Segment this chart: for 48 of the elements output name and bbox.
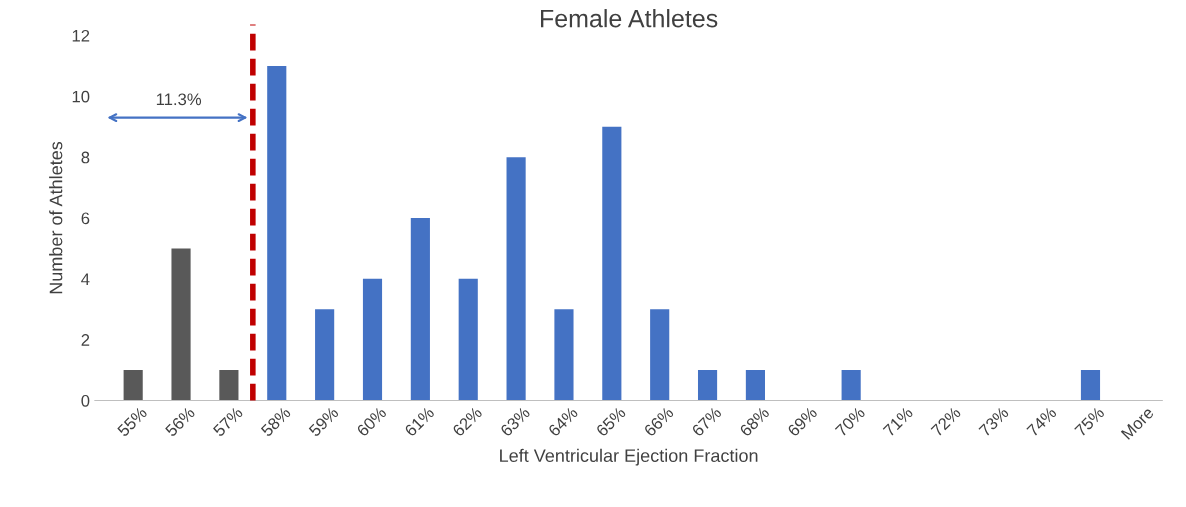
y-tick-label: 12 (72, 29, 90, 42)
chart-title: Female Athletes (541, 9, 718, 28)
x-tick-label: 59% (308, 406, 340, 438)
y-tick-label: 4 (81, 273, 90, 285)
x-tick-label: 57% (212, 406, 244, 438)
x-tick-label: 55% (116, 406, 148, 438)
x-tick-label: 60% (356, 406, 388, 438)
x-tick-label: 67% (691, 406, 723, 438)
bar (602, 126, 622, 401)
bar (123, 370, 143, 401)
bar (841, 370, 861, 401)
x-tick-label: 70% (834, 406, 866, 438)
x-tick-label: 58% (260, 406, 292, 438)
x-tick-label: 68% (739, 406, 770, 438)
bar (458, 278, 478, 401)
y-axis-title: Number of Athletes (49, 141, 63, 294)
x-tick-label: 71% (882, 406, 914, 437)
x-tick-label: 56% (164, 406, 196, 438)
x-tick-label: 63% (499, 406, 531, 438)
y-tick-label: 0 (81, 394, 90, 407)
x-tick-label: 75% (1074, 406, 1106, 438)
bar (506, 157, 526, 401)
x-tick-label: 72% (930, 406, 962, 437)
x-tick-label: 61% (403, 406, 435, 438)
bar (1080, 370, 1101, 401)
bar (219, 370, 239, 401)
y-tick-label: 6 (81, 212, 90, 225)
x-tick-label: 74% (1026, 406, 1058, 437)
bar (171, 248, 191, 401)
bar (650, 309, 670, 401)
annotation: 11.3% (156, 93, 202, 106)
bar (554, 309, 574, 401)
x-tick-label: 73% (978, 406, 1010, 438)
bar (362, 278, 383, 401)
x-tick-label: 65% (595, 406, 627, 438)
bar (410, 218, 430, 401)
bar (267, 65, 287, 401)
bar (315, 309, 335, 401)
x-tick-label: 62% (451, 406, 483, 438)
y-tick-label: 8 (81, 151, 90, 164)
y-tick-label: 2 (81, 334, 90, 346)
x-tick-label: 64% (547, 406, 579, 438)
bar (697, 370, 718, 401)
x-tick-label: 69% (786, 406, 818, 438)
x-axis-title: Left Ventricular Ejection Fraction (500, 448, 758, 466)
x-tick-label: 66% (643, 406, 675, 438)
y-tick-label: 10 (72, 90, 90, 103)
bar (745, 370, 765, 401)
